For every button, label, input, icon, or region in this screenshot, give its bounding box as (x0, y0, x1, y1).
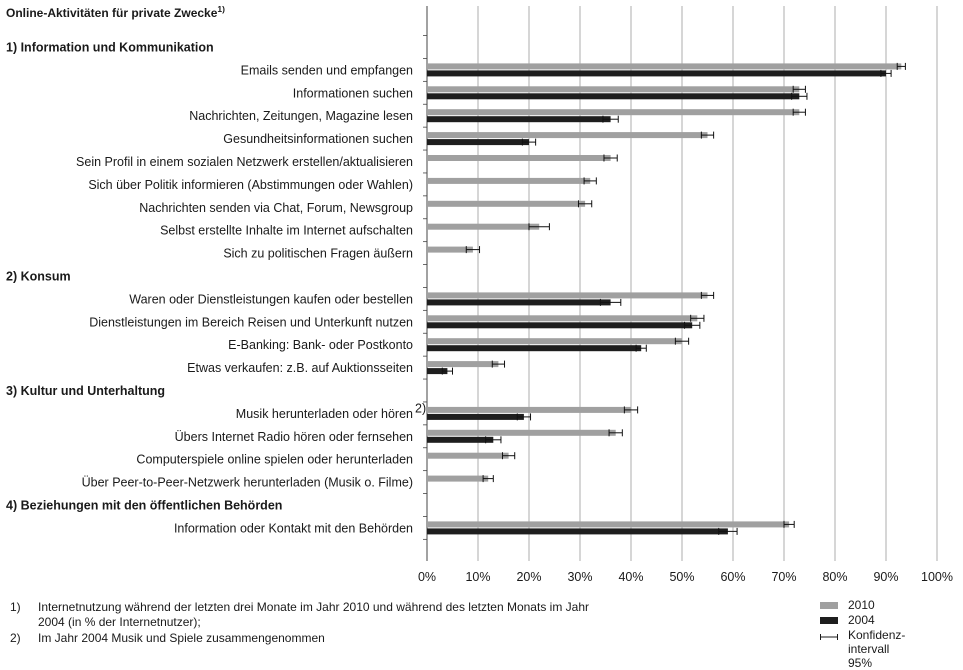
section-heading: 2) Konsum (6, 270, 71, 284)
bar-2010 (427, 223, 540, 230)
chart-title: Online-Aktivitäten für private Zwecke1) (6, 4, 225, 20)
bar-2010 (427, 406, 631, 413)
category-label: Computerspiele online spielen oder herun… (136, 453, 413, 467)
bar-2004 (427, 413, 524, 420)
bar-2010 (427, 452, 509, 459)
x-tick-label: 80% (822, 570, 847, 584)
bar-2010 (427, 200, 586, 207)
category-label: Information oder Kontakt mit den Behörde… (174, 521, 413, 535)
bar-2004 (427, 299, 611, 306)
bar-2010 (427, 109, 800, 116)
bar-2004 (427, 345, 642, 352)
bar-2010 (427, 475, 489, 482)
bar-2004 (427, 93, 800, 100)
category-label: Waren oder Dienstleistungen kaufen oder … (129, 292, 413, 306)
category-label: Übers Internet Radio hören oder fernsehe… (175, 430, 413, 444)
bar-2010 (427, 155, 611, 161)
legend-label-ci-line1: Konfidenz- (848, 628, 906, 642)
bar-2004 (427, 139, 529, 146)
footnote-1-number: 1) (10, 600, 21, 614)
footnote-2-number: 2) (10, 631, 21, 645)
category-label: Musik herunterladen oder hören (236, 407, 413, 421)
bar-2004 (427, 322, 693, 329)
x-tick-label: 30% (567, 570, 592, 584)
category-label: Selbst erstellte Inhalte im Internet auf… (160, 224, 413, 238)
section-heading: 4) Beziehungen mit den öffentlichen Behö… (6, 499, 282, 513)
category-label: Informationen suchen (293, 86, 413, 100)
category-label: Sich über Politik informieren (Abstimmun… (88, 178, 413, 192)
category-label: Sich zu politischen Fragen äußern (223, 247, 413, 261)
footnote-1-text-line2: 2004 (in % der Internetnutzer); (38, 615, 201, 629)
bar-2010 (427, 521, 790, 528)
section-heading: 1) Information und Kommunikation (6, 41, 214, 55)
bar-2004 (427, 116, 611, 123)
bar-2004 (427, 436, 494, 443)
x-axis-ticks: 0% 10% 20% 30% 40% 50% 60% 70% 80% 90% 100% (418, 570, 953, 584)
footnote-1-text: Internetnutzung während der letzten drei… (38, 600, 589, 614)
bar-2004 (427, 368, 448, 375)
category-label: Etwas verkaufen: z.B. auf Auktionsseiten (187, 361, 413, 375)
category-footnote-marker: 2) (415, 401, 426, 415)
category-label: Emails senden und empfangen (241, 63, 413, 77)
bar-2010 (427, 338, 682, 345)
legend-swatch-2004 (820, 617, 838, 624)
x-tick-label: 100% (921, 570, 953, 584)
footnote-2-text: Im Jahr 2004 Musik und Spiele zusammenge… (38, 631, 325, 645)
legend-swatch-2010 (820, 602, 838, 609)
bar-2010 (427, 63, 902, 70)
x-tick-label: 10% (465, 570, 490, 584)
bar-2004 (427, 70, 886, 77)
confidence-interval-icon (820, 634, 838, 640)
x-tick-label: 0% (418, 570, 436, 584)
x-tick-label: 50% (669, 570, 694, 584)
bar-2004 (427, 528, 728, 535)
category-label: Über Peer-to-Peer-Netzwerk herunterladen… (82, 476, 413, 490)
section-heading: 3) Kultur und Unterhaltung (6, 384, 165, 398)
x-tick-label: 40% (618, 570, 643, 584)
bar-2010 (427, 86, 800, 93)
category-labels: 1) Information und Kommunikation Emails s… (6, 41, 426, 536)
bar-2010 (427, 315, 698, 322)
x-tick-label: 60% (720, 570, 745, 584)
category-label: Sein Profil in einem sozialen Netzwerk e… (76, 155, 413, 169)
legend-label-ci-line2: intervall 95% (848, 642, 890, 670)
category-label: Nachrichten senden via Chat, Forum, News… (139, 201, 413, 215)
category-label: Nachrichten, Zeitungen, Magazine lesen (189, 109, 413, 123)
bars (427, 62, 906, 535)
bar-2010 (427, 246, 473, 253)
x-tick-label: 20% (516, 570, 541, 584)
bar-2010 (427, 361, 499, 368)
legend-label-2010: 2010 (848, 598, 875, 612)
category-label: Gesundheitsinformationen suchen (223, 132, 413, 146)
bar-2010 (427, 292, 708, 299)
legend-label-2004: 2004 (848, 613, 875, 627)
category-label: E-Banking: Bank- oder Postkonto (228, 338, 413, 352)
bar-2010 (427, 177, 591, 184)
x-tick-label: 70% (771, 570, 796, 584)
bar-2010 (427, 132, 708, 139)
bar-2010 (427, 429, 616, 436)
category-label: Dienstleistungen im Bereich Reisen und U… (89, 315, 413, 329)
x-tick-label: 90% (873, 570, 898, 584)
